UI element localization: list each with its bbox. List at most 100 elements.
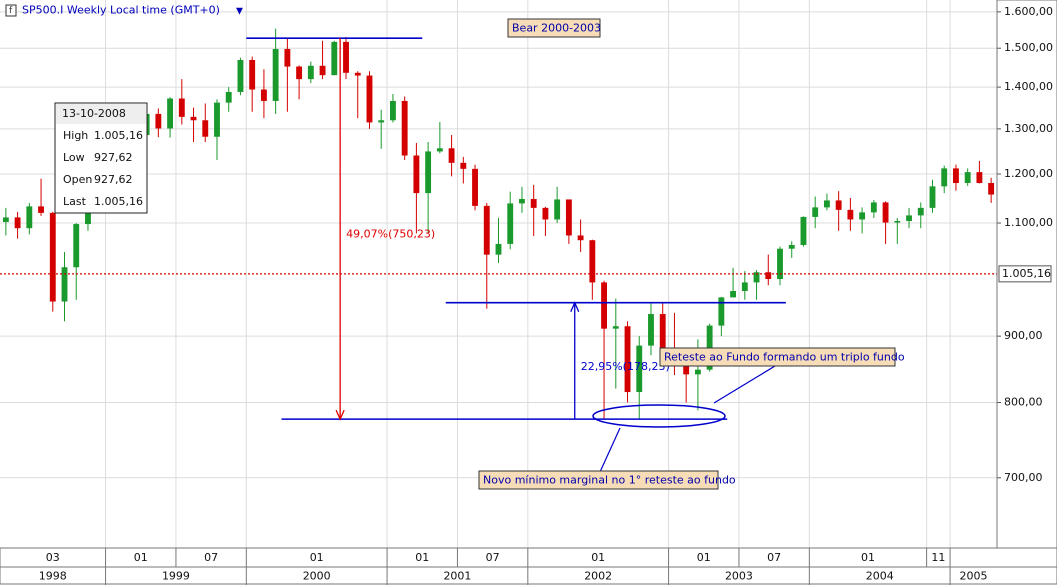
candle-body [648,314,654,346]
tooltip-value: 927,62 [94,151,133,164]
candle-body [249,59,256,90]
candle-body [331,41,338,76]
candle-body [483,205,490,255]
candle-body [73,224,80,268]
candle-body [272,48,279,101]
candle-body [882,202,889,223]
candle-body [659,314,666,349]
candle-body [683,365,690,375]
symbol-icon-glyph: f [9,6,13,16]
note-box [507,18,601,38]
candle-body [237,59,244,92]
year-label: 2005 [960,570,988,583]
tooltip-date: 13-10-2008 [62,107,126,120]
candle-body [976,172,983,183]
tooltip-label: Last [63,195,87,208]
candle-body [894,220,901,223]
candle-body [460,162,467,169]
candle-body [155,113,162,129]
tooltip-label: Open [63,173,92,186]
x-tick-label: 07 [204,551,218,564]
candle-body [225,91,232,103]
candle-body [765,272,772,280]
x-tick-label: 01 [415,551,429,564]
bottom-ellipse [592,404,726,428]
candle-body [26,206,33,229]
y-tick-label: 1.200,00 [1004,167,1053,180]
candle-body [859,212,866,220]
last-price-badge [998,265,1052,283]
candle-body [178,98,185,117]
x-tick-label: 01 [591,551,605,564]
note-box [659,347,896,367]
candle-body [390,100,396,121]
candle-body [753,272,760,283]
candle-body [694,369,701,375]
candle-body [554,199,561,220]
measure-label: 49,07%(750,23) [346,228,435,241]
x-tick-label: 01 [134,551,148,564]
arrow-head [335,409,345,421]
tooltip-label: High [63,129,88,142]
candle-body [823,200,830,208]
y-tick-label: 1.400,00 [1004,80,1053,93]
candle-body [319,65,326,76]
tooltip-value: 1.005,16 [94,129,143,142]
candle-body [284,48,291,67]
x-tick-label: 01 [861,551,875,564]
candle-body [870,202,877,213]
tooltip-value: 927,62 [94,173,133,186]
candle-body [202,120,209,137]
candle-body [601,282,607,329]
candle-body [260,89,267,101]
candle-body [49,212,56,302]
candle-body [366,75,373,123]
symbol-icon[interactable] [5,4,17,17]
candle-body [14,217,21,229]
tooltip-header [56,104,146,124]
tooltip-label: Low [63,151,85,164]
candle-body [788,244,795,249]
year-label: 2003 [725,570,753,583]
candle-body [929,186,936,208]
candle-body [507,203,514,244]
candle-body [577,235,584,241]
x-tick-label: 01 [697,551,711,564]
y-tick-label: 1.600,00 [1004,5,1053,18]
x-tick-label: 07 [486,551,500,564]
candle-body [624,326,631,393]
candle-body [589,240,596,283]
year-label: 2001 [443,570,471,583]
last-price-label: 1.005,16 [1002,267,1051,280]
y-tick-label: 900,00 [1004,329,1043,342]
candle-body [448,148,455,163]
header-title[interactable]: SP500.I Weekly Local time (GMT+0) [22,4,220,17]
y-tick-label: 1.100,00 [1004,216,1053,229]
candle-body [730,291,737,298]
candle-body [38,206,44,213]
x-tick-label: 07 [767,551,781,564]
candle-body [612,326,619,329]
y-tick-label: 1.300,00 [1004,122,1053,135]
measure-label: 22,95%(178,23) [581,360,670,373]
x-tick-label: 11 [931,551,945,564]
candle-body [741,282,748,292]
note: Novo mínimo marginal no 1° reteste ao fu… [483,474,736,487]
candle-body [2,217,9,223]
candle-body [401,100,408,156]
year-label: 2002 [584,570,612,583]
candle-body [425,151,432,194]
y-tick-label: 800,00 [1004,396,1043,409]
note: Bear 2000-2003 [512,22,601,35]
header-dropdown[interactable]: ▼ [236,7,243,17]
note: Reteste ao Fundo formando um triplo fund… [664,351,905,364]
candle-body [190,116,197,121]
candle-body [953,168,959,183]
connector [599,427,621,473]
candle-body [167,98,174,129]
